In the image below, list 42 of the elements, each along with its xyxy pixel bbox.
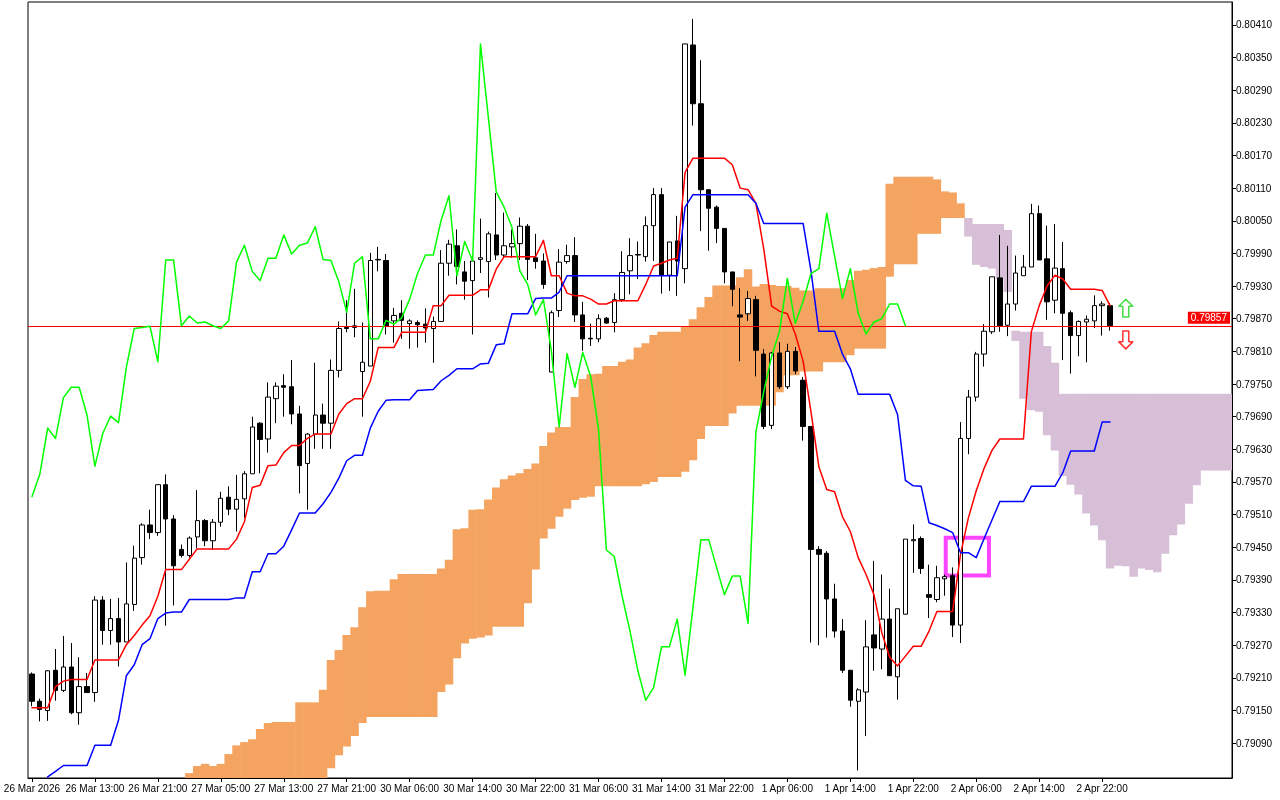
x-tick-label: 1 Apr 14:00: [824, 782, 877, 794]
x-tick-label: 27 Mar 21:00: [317, 782, 377, 794]
y-tick-label: 0.80050: [1236, 215, 1273, 227]
x-tick-label: 30 Mar 22:00: [506, 782, 566, 794]
y-tick-label: 0.79870: [1236, 313, 1273, 325]
x-tick-label: 2 Apr 06:00: [950, 782, 1003, 794]
y-tick-label: 0.80230: [1236, 117, 1273, 129]
x-tick-label: 26 Mar 2026: [3, 782, 61, 794]
x-tick-label: 26 Mar 13:00: [65, 782, 125, 794]
ref-line-label: 0.79857: [1190, 312, 1228, 324]
y-tick-label: 0.79390: [1236, 574, 1273, 586]
y-tick-label: 0.79690: [1236, 411, 1273, 423]
x-tick-label: 2 Apr 22:00: [1076, 782, 1129, 794]
y-tick-label: 0.80290: [1236, 84, 1273, 96]
x-tick-label: 31 Mar 22:00: [694, 782, 755, 794]
y-tick-label: 0.79150: [1236, 705, 1273, 717]
x-tick-label: 1 Apr 06:00: [761, 782, 814, 794]
y-tick-label: 0.80350: [1236, 52, 1273, 64]
y-tick-label: 0.79930: [1236, 280, 1273, 292]
y-tick-label: 0.79330: [1236, 607, 1273, 619]
x-tick-label: 30 Mar 06:00: [380, 782, 440, 794]
y-tick-label: 0.79810: [1236, 345, 1273, 357]
y-tick-label: 0.79450: [1236, 541, 1273, 553]
y-tick-label: 0.79210: [1236, 672, 1273, 684]
x-tick-label: 31 Mar 06:00: [569, 782, 629, 794]
y-tick-label: 0.79750: [1236, 378, 1273, 390]
y-tick-label: 0.80170: [1236, 149, 1273, 161]
y-tick-label: 0.79270: [1236, 639, 1273, 651]
x-tick-label: 1 Apr 22:00: [887, 782, 940, 794]
y-tick-label: 0.80110: [1236, 182, 1272, 194]
x-tick-label: 31 Mar 14:00: [632, 782, 692, 794]
x-tick-label: 27 Mar 05:00: [191, 782, 251, 794]
y-tick-label: 0.80410: [1236, 19, 1273, 31]
x-tick-label: 2 Apr 14:00: [1013, 782, 1066, 794]
x-tick-label: 30 Mar 14:00: [443, 782, 503, 794]
y-tick-label: 0.79510: [1236, 509, 1273, 521]
y-tick-label: 0.79990: [1236, 247, 1273, 259]
y-tick-label: 0.79570: [1236, 476, 1273, 488]
y-tick-label: 0.79090: [1236, 737, 1273, 749]
x-tick-label: 26 Mar 21:00: [128, 782, 188, 794]
y-tick-label: 0.79630: [1236, 443, 1273, 455]
x-tick-label: 27 Mar 13:00: [254, 782, 314, 794]
